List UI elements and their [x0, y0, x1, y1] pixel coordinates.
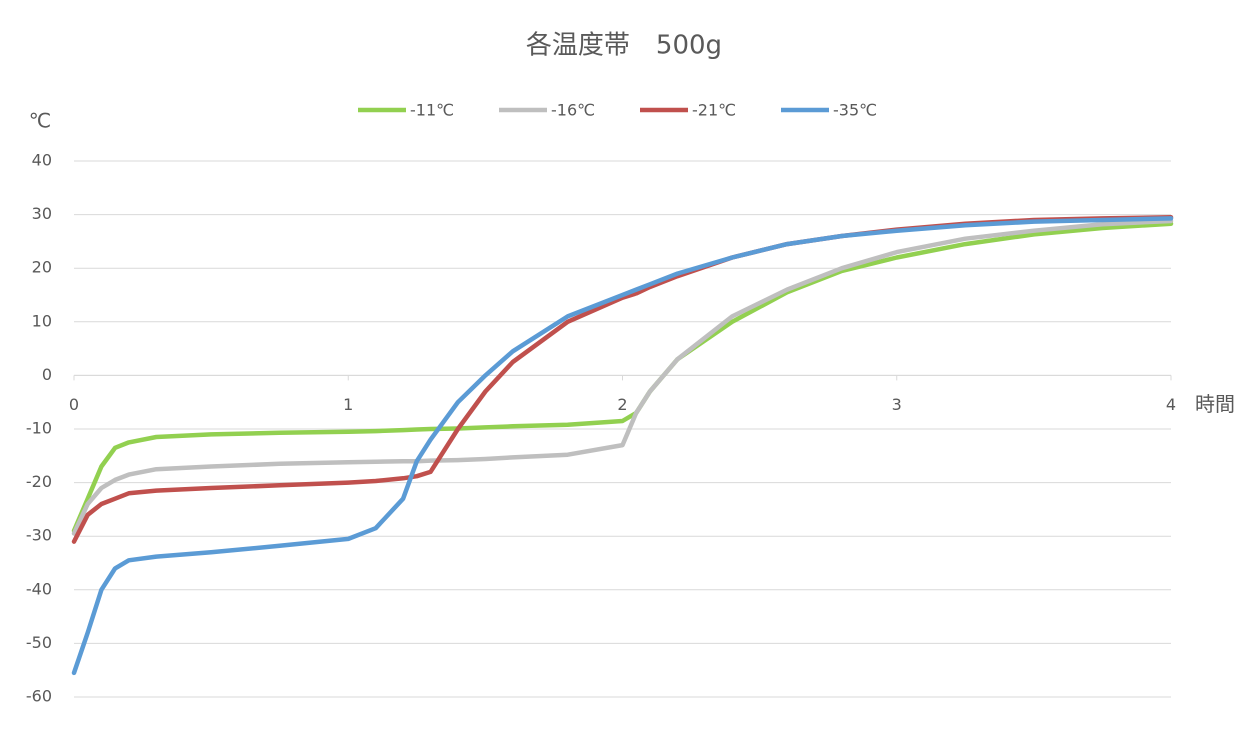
legend-label: -16℃	[551, 101, 595, 120]
y-tick-label: 10	[32, 311, 52, 330]
legend-label: -11℃	[410, 101, 454, 120]
y-tick-label: 0	[42, 365, 52, 384]
x-tick-label: 3	[892, 395, 902, 414]
series-line	[71, 216, 1174, 676]
series-line	[71, 221, 1174, 534]
legend-label: -21℃	[692, 101, 736, 120]
y-tick-label: -60	[26, 687, 52, 706]
y-tick-label: -10	[26, 419, 52, 438]
x-tick-label: 0	[69, 395, 79, 414]
y-tick-label: -30	[26, 526, 52, 545]
chart-title: 各温度帯 500g	[526, 31, 722, 61]
x-tick-label: 2	[617, 395, 627, 414]
y-tick-label: -50	[26, 633, 52, 652]
y-axis-label: ℃	[29, 109, 51, 133]
x-tick-label: 4	[1166, 395, 1176, 414]
x-tick-label: 1	[343, 395, 353, 414]
legend-label: -35℃	[833, 101, 877, 120]
y-tick-label: -20	[26, 472, 52, 491]
y-tick-label: 40	[32, 151, 52, 170]
y-tick-label: -40	[26, 579, 52, 598]
x-axis-label: 時間	[1195, 392, 1235, 416]
y-tick-label: 30	[32, 204, 52, 223]
series-line	[71, 218, 1174, 536]
y-tick-label: 20	[32, 258, 52, 277]
